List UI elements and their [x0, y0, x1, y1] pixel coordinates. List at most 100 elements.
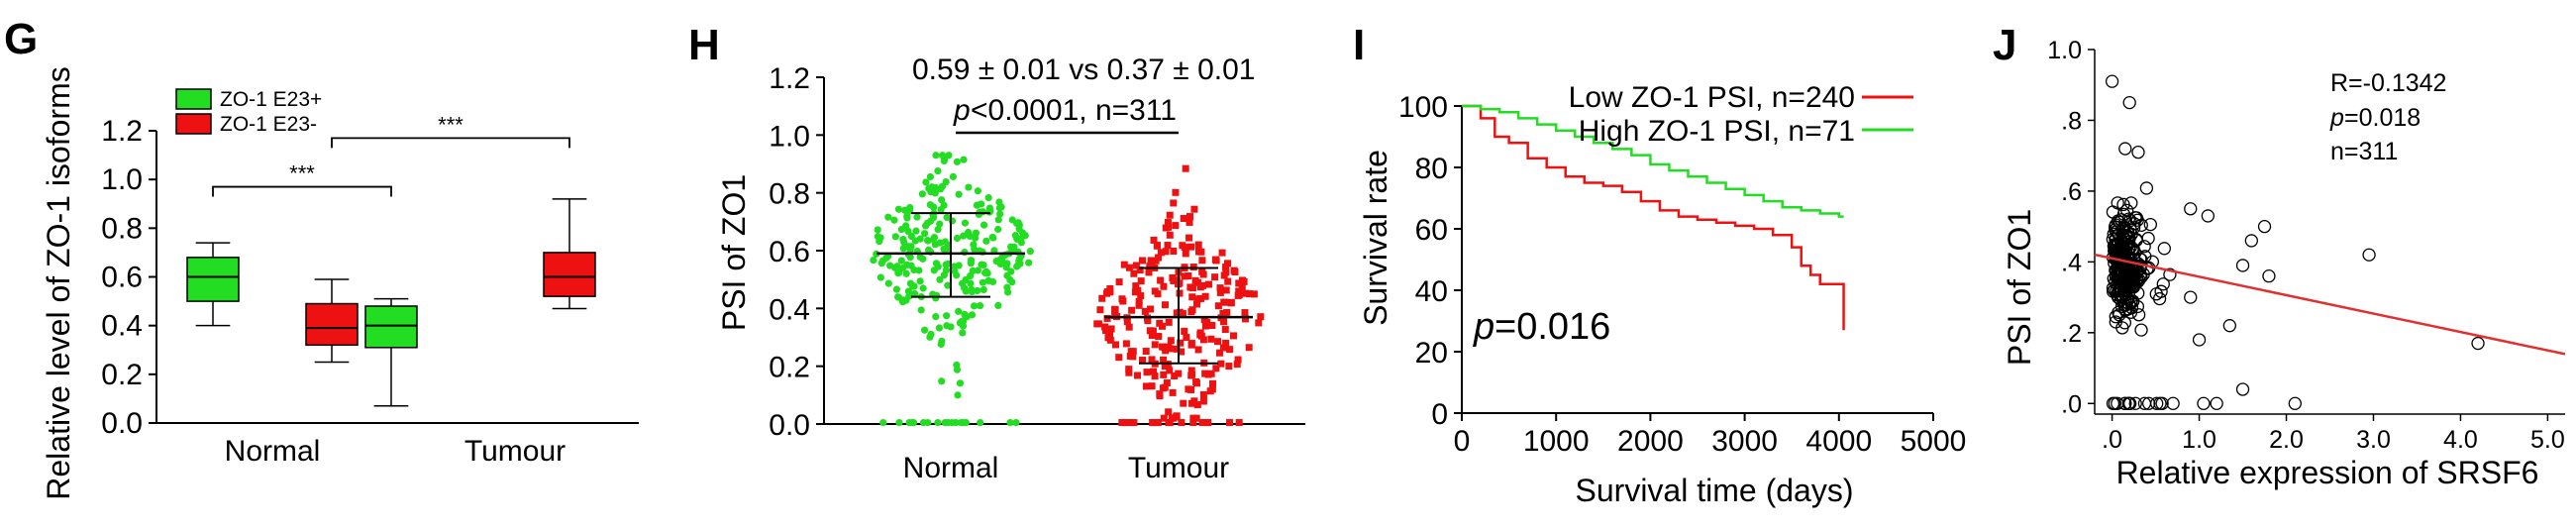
scatter-point: [2121, 241, 2136, 256]
dot-tumour: [1141, 307, 1149, 315]
panel-i-letter: I: [1353, 21, 1365, 69]
dot-normal: [1004, 288, 1012, 296]
comparison-bracket: [212, 185, 392, 197]
dot-normal: [943, 213, 951, 222]
dot-normal: [1026, 248, 1034, 256]
panel-j-p-value: =0.018: [2344, 104, 2421, 132]
dot-tumour: [1198, 257, 1206, 265]
panel-i-legend-high: High ZO-1 PSI, n=71: [1579, 115, 1855, 148]
dot-tumour: [1185, 218, 1193, 226]
dot-tumour: [1201, 292, 1209, 300]
scatter-point: [2235, 382, 2250, 396]
panel-h-ytick-label: 1.0: [769, 120, 810, 153]
dot-tumour: [1216, 284, 1224, 292]
panel-g-ytick-label: 0.6: [101, 262, 143, 294]
dot-tumour: [1178, 419, 1185, 427]
dot-normal: [994, 301, 1002, 310]
dot-tumour: [1193, 401, 1201, 409]
panel-g-legend-swatch-e23minus: [175, 113, 212, 135]
scatter-point: [2118, 142, 2132, 156]
panel-h-ytick-label: 0.8: [769, 178, 810, 211]
dot-tumour: [1204, 280, 1212, 288]
dot-tumour: [1161, 383, 1169, 391]
dot-normal: [917, 306, 925, 314]
dot-tumour: [1193, 300, 1201, 308]
panel-j-xtick-label: 5.0: [2530, 426, 2565, 454]
dot-tumour: [1135, 297, 1143, 305]
dot-tumour: [1235, 291, 1243, 299]
dot-tumour: [1096, 306, 1104, 314]
dot-normal: [996, 210, 1004, 218]
dot-normal: [934, 166, 942, 175]
dot-tumour: [1172, 222, 1180, 230]
dot-normal: [942, 177, 950, 186]
scatter-point: [2197, 396, 2211, 410]
dot-tumour: [1209, 379, 1217, 387]
scatter-point: [2192, 333, 2207, 347]
panel-j-ytick-label: .8: [2061, 107, 2082, 135]
dot-tumour: [1179, 242, 1186, 250]
dot-normal: [994, 216, 1002, 224]
dot-normal: [953, 234, 962, 243]
dot-normal: [890, 216, 898, 224]
dot-tumour: [1125, 366, 1133, 373]
box-zo1e23-tumour: [364, 305, 418, 349]
dot-normal: [1011, 232, 1019, 240]
dot-tumour: [1115, 354, 1123, 362]
dot-tumour: [1191, 276, 1199, 284]
dot-normal: [961, 219, 970, 227]
scatter-point: [2126, 274, 2141, 288]
panel-h-ytick-label: 1.2: [769, 62, 810, 95]
dot-tumour: [1148, 260, 1156, 267]
dot-tumour: [1173, 345, 1181, 353]
scatter-point: [2124, 295, 2138, 310]
panel-j-ytick-label: .0: [2061, 390, 2082, 418]
dot-tumour: [1182, 164, 1189, 172]
dot-tumour: [1214, 302, 1222, 310]
dot-normal: [920, 326, 929, 334]
dot-normal: [1008, 278, 1016, 286]
dot-tumour: [1242, 289, 1250, 297]
dot-tumour: [1202, 318, 1210, 326]
dot-tumour: [1166, 231, 1174, 239]
dot-tumour: [1234, 356, 1242, 364]
dot-normal: [1017, 235, 1025, 243]
dot-tumour: [1166, 211, 1174, 219]
panel-h-ytick-label: 0.6: [769, 236, 810, 268]
dot-normal: [985, 204, 994, 212]
dot-normal: [1018, 229, 1026, 237]
scatter-point: [2123, 223, 2137, 237]
dot-normal: [918, 190, 926, 198]
scatter-point: [2235, 259, 2250, 272]
dot-normal: [913, 213, 921, 221]
panel-g-letter: G: [4, 15, 38, 63]
panel-i-p-value: =0.016: [1494, 306, 1610, 348]
scatter-point: [2210, 396, 2223, 410]
dot-tumour: [1187, 372, 1195, 379]
dot-tumour: [1163, 379, 1171, 387]
dot-normal: [927, 217, 935, 225]
dot-tumour: [1207, 335, 1215, 343]
dot-normal: [948, 217, 957, 225]
scatter-point: [2134, 323, 2148, 337]
scatter-point: [2257, 219, 2272, 234]
scatter-point: [2163, 267, 2177, 281]
dot-normal: [919, 418, 928, 427]
dot-tumour: [1137, 292, 1145, 300]
dot-tumour: [1246, 290, 1254, 298]
dot-tumour: [1217, 360, 1225, 368]
scatter-point: [2156, 277, 2170, 291]
dot-tumour: [1223, 308, 1231, 316]
dot-normal: [949, 172, 958, 180]
box-zo1e23-tumour: [543, 252, 596, 297]
dot-tumour: [1226, 419, 1234, 427]
dot-normal: [936, 275, 944, 283]
dot-normal: [928, 183, 936, 191]
dot-tumour: [1188, 399, 1196, 407]
dot-tumour: [1160, 371, 1168, 378]
dot-tumour: [1125, 264, 1133, 271]
dot-tumour: [1199, 397, 1207, 405]
dot-tumour: [1202, 419, 1210, 427]
dot-tumour: [1165, 318, 1173, 326]
